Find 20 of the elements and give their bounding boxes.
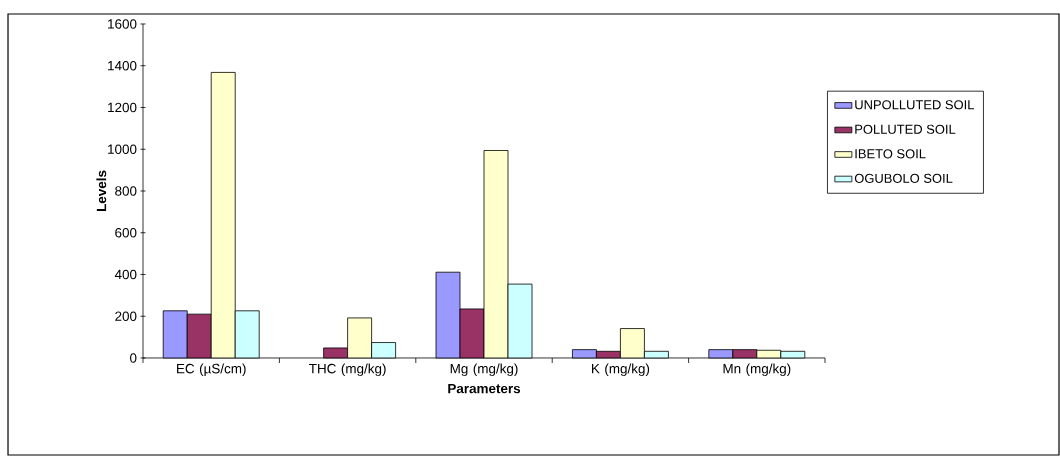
x-tick-label: Mn (mg/kg) <box>723 363 791 377</box>
x-tick-label: K (mg/kg) <box>592 363 650 377</box>
legend-label: OGUBOLO SOIL <box>854 173 953 183</box>
x-tick-label: THC (mg/kg) <box>309 363 386 377</box>
y-tick-label: 1200 <box>108 102 137 113</box>
y-tick-label: 1400 <box>108 60 137 71</box>
y-tick-label: 400 <box>114 269 137 280</box>
legend-label: UNPOLLUTED SOIL <box>855 100 975 110</box>
y-tick-label: 0 <box>130 353 137 363</box>
y-tick-label: 1600 <box>108 19 137 29</box>
y-tick-label: 200 <box>115 311 137 321</box>
y-tick-label: 600 <box>115 227 137 238</box>
x-tick-label: EC (µS/cm) <box>177 363 246 377</box>
y-axis-title: Levels <box>96 170 107 212</box>
legend-label: POLLUTED SOIL <box>855 124 956 134</box>
x-tick-label: Mg (mg/kg) <box>450 363 518 377</box>
x-axis-title: Parameters <box>448 383 521 394</box>
y-tick-label: 800 <box>115 186 137 196</box>
y-tick-label: 1000 <box>108 144 137 154</box>
legend-label: IBETO SOIL <box>855 149 926 159</box>
